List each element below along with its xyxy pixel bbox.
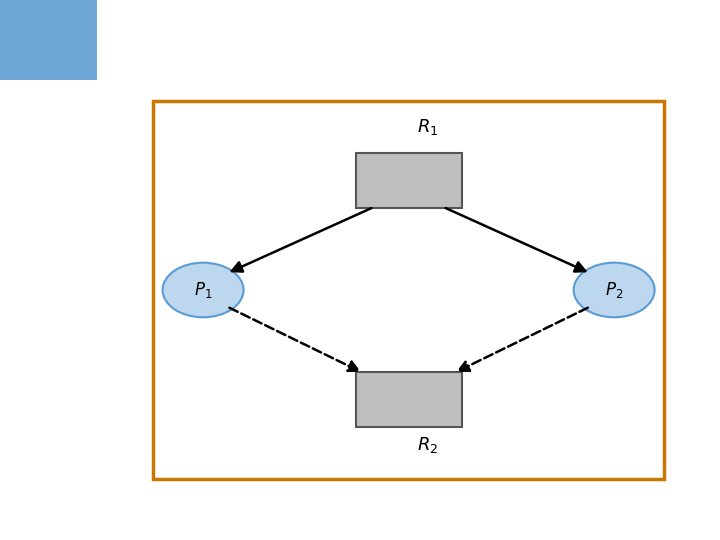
Circle shape [163,262,243,318]
FancyArrowPatch shape [232,208,372,272]
Text: $P_2$: $P_2$ [605,280,624,300]
Bar [356,153,462,208]
Text: Deadlock Avoidance: Deadlock Avoidance [113,45,380,70]
Bar [153,101,664,479]
FancyArrowPatch shape [446,208,585,272]
Text: Resource-Allocation Graph For: Resource-Allocation Graph For [113,10,519,35]
FancyArrowPatch shape [459,308,588,371]
Text: page 15: page 15 [667,515,708,525]
Text: $R_2$: $R_2$ [417,435,438,455]
Text: $P_1$: $P_1$ [194,280,212,300]
Text: 11/10/2020: 11/10/2020 [109,515,166,525]
Text: CSE 30341: Operating Systems Principles: CSE 30341: Operating Systems Principles [307,515,510,525]
FancyArrowPatch shape [230,308,359,371]
Circle shape [574,262,654,318]
Bar [356,372,462,427]
Text: $R_1$: $R_1$ [417,117,438,137]
Bar [0,0,97,80]
